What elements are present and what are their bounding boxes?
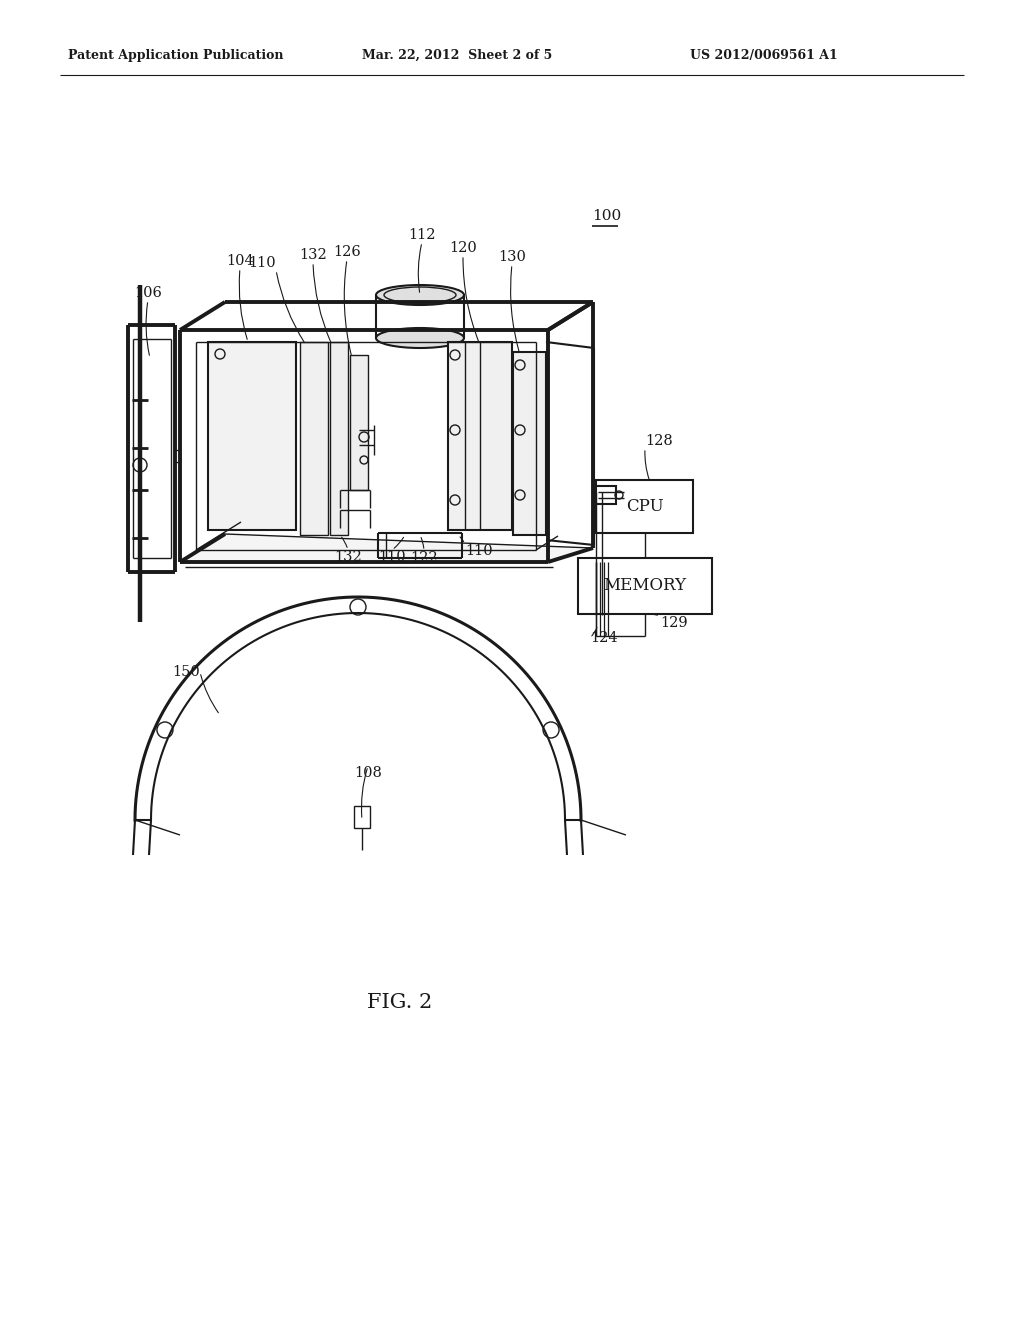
- Bar: [354, 807, 370, 828]
- Text: 104: 104: [226, 253, 254, 268]
- Text: US 2012/0069561 A1: US 2012/0069561 A1: [690, 49, 838, 62]
- Text: 122: 122: [411, 550, 438, 565]
- Ellipse shape: [376, 327, 464, 348]
- Text: 132: 132: [299, 248, 327, 261]
- Text: Patent Application Publication: Patent Application Publication: [68, 49, 284, 62]
- Bar: [449, 342, 512, 531]
- Text: 108: 108: [354, 766, 382, 780]
- Bar: [208, 342, 296, 531]
- Text: FIG. 2: FIG. 2: [368, 993, 432, 1011]
- Bar: [350, 355, 368, 490]
- Bar: [513, 352, 546, 535]
- Text: 126: 126: [333, 246, 360, 259]
- Text: 100: 100: [592, 209, 622, 223]
- Text: Mar. 22, 2012  Sheet 2 of 5: Mar. 22, 2012 Sheet 2 of 5: [362, 49, 552, 62]
- Text: 132: 132: [334, 550, 361, 564]
- Ellipse shape: [376, 285, 464, 305]
- Text: 110: 110: [465, 544, 493, 558]
- Polygon shape: [180, 535, 593, 562]
- Text: MEMORY: MEMORY: [603, 578, 686, 594]
- Bar: [578, 558, 712, 614]
- Text: 130: 130: [498, 249, 526, 264]
- Text: 106: 106: [134, 286, 162, 300]
- Text: 150: 150: [172, 665, 200, 678]
- Text: 110: 110: [249, 256, 276, 271]
- Bar: [300, 342, 328, 535]
- Text: CPU: CPU: [626, 498, 664, 515]
- Text: 120: 120: [450, 242, 477, 255]
- Text: 124: 124: [590, 631, 617, 645]
- Bar: [596, 480, 693, 533]
- Bar: [330, 342, 348, 535]
- Text: 128: 128: [645, 434, 673, 447]
- Text: 110: 110: [378, 550, 406, 564]
- Text: 112: 112: [409, 228, 436, 242]
- Bar: [594, 486, 616, 504]
- Text: 129: 129: [660, 616, 688, 630]
